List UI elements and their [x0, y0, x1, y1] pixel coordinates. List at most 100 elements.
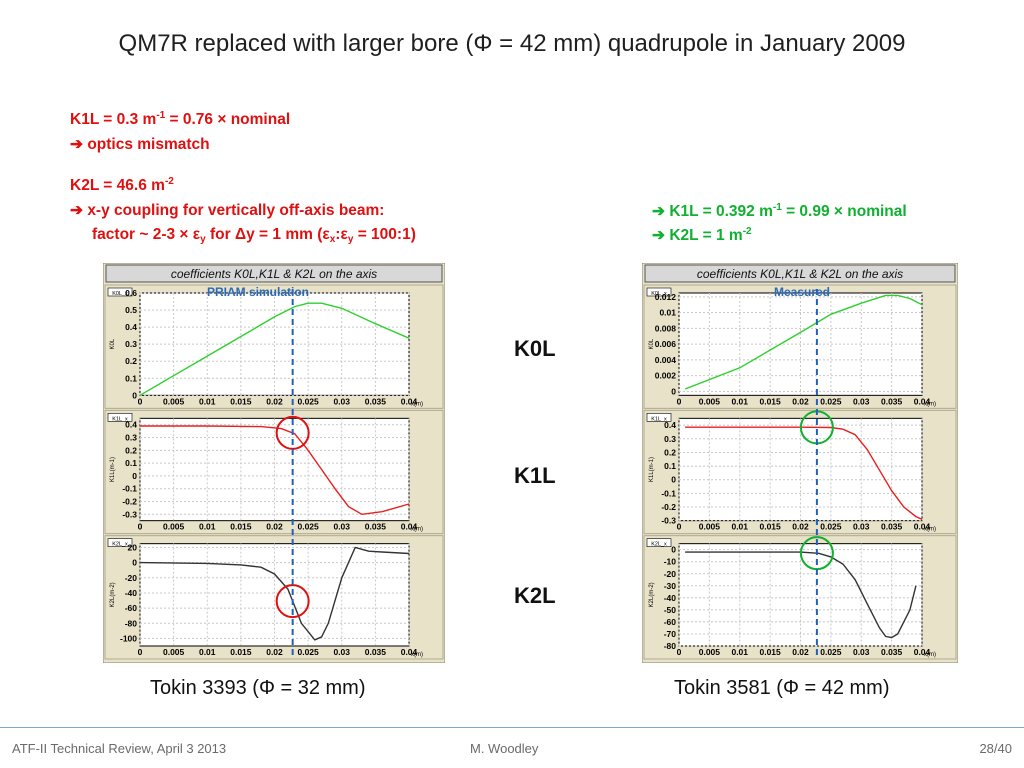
row-label-k2l: K2L [514, 583, 556, 608]
x-tick-label: 0 [677, 396, 682, 406]
footer-right: 28/40 [979, 741, 1012, 756]
y-tick-label: -0.2 [661, 502, 676, 512]
x-tick-label: 0.02 [792, 396, 809, 406]
x-tick-label: 0.025 [820, 396, 842, 406]
y-tick-label: -50 [664, 605, 677, 615]
plot-area-k1l [678, 417, 923, 522]
left-note-factor-sub2: x [329, 234, 336, 245]
y-tick-label: 0.1 [125, 373, 137, 383]
x-tick-label: 0.03 [853, 647, 870, 657]
x-tick-label: 0.015 [759, 647, 781, 657]
panel-tag: K2L_x [651, 542, 667, 548]
x-tick-label: 0 [138, 396, 143, 406]
y-tick-label: 0.2 [664, 447, 676, 457]
y-tick-label: -30 [664, 581, 677, 591]
x-tick-label: 0.035 [881, 522, 903, 532]
highlight-circle [275, 415, 310, 450]
x-tick-label: 0.015 [759, 396, 781, 406]
y-axis-label: K1L(m-1) [649, 457, 655, 482]
y-tick-label: 0 [132, 471, 137, 481]
y-axis-label: K0L [110, 338, 116, 349]
x-tick-label: 0.005 [163, 522, 185, 532]
x-tick-label: 0.03 [853, 522, 870, 532]
x-tick-label: 0.01 [731, 522, 748, 532]
x-axis-label: x(m) [924, 527, 936, 533]
x-tick-label: 0.03 [853, 396, 870, 406]
y-tick-label: -70 [664, 629, 677, 639]
x-tick-label: 0.035 [881, 647, 903, 657]
x-tick-label: 0.02 [266, 396, 283, 406]
y-axis-label: K0L [649, 338, 655, 349]
x-axis-label: x(m) [411, 652, 423, 658]
y-tick-label: 0.002 [655, 371, 677, 381]
left-note-k2l: K2L = 46.6 m-2 [70, 177, 174, 195]
chart-priam-simulation: coefficients K0L,K1L & K2L on the axis K0… [103, 263, 445, 663]
x-tick-label: 0.015 [230, 522, 252, 532]
x-tick-label: 0.04 [914, 396, 931, 406]
x-tick-label: 0.005 [699, 396, 721, 406]
y-tick-label: 0 [132, 390, 137, 400]
y-tick-label: 0 [132, 558, 137, 568]
x-tick-label: 0.04 [401, 647, 418, 657]
panel-tag-box [646, 287, 672, 297]
y-tick-label: -0.2 [122, 496, 137, 506]
y-tick-label: 0.01 [659, 308, 676, 318]
y-tick-label: 0.2 [125, 356, 137, 366]
arrow-icon: ➔ [70, 136, 83, 153]
y-tick-label: -20 [125, 573, 138, 583]
left-note-factor-b: for Δy = 1 mm (ε [205, 226, 330, 243]
x-tick-label: 0.035 [365, 396, 387, 406]
series-line-k0l [139, 302, 410, 396]
arrow-icon: ➔ [70, 202, 83, 219]
x-tick-label: 0 [138, 522, 143, 532]
y-tick-label: -60 [125, 603, 138, 613]
chart-annotation: Measured [774, 285, 830, 299]
y-tick-label: 0.006 [655, 339, 677, 349]
caption-left: Tokin 3393 (Φ = 32 mm) [150, 677, 366, 699]
x-tick-label: 0.01 [199, 647, 216, 657]
y-tick-label: 0.1 [125, 458, 137, 468]
arrow-icon: ➔ [652, 227, 665, 244]
footer-center: M. Woodley [470, 741, 539, 756]
y-tick-label: 0.3 [125, 339, 137, 349]
x-tick-label: 0.005 [163, 647, 185, 657]
chart-annotation: PRIAM simulation [207, 285, 309, 299]
right-note-k1l-a: K1L = 0.392 m [669, 203, 773, 220]
y-tick-label: 20 [128, 542, 138, 552]
panel-tag-box [107, 287, 133, 297]
x-tick-label: 0.01 [199, 396, 216, 406]
y-tick-label: 0 [671, 386, 676, 396]
y-tick-label: -100 [120, 633, 137, 643]
x-tick-label: 0.005 [699, 522, 721, 532]
x-tick-label: 0.035 [365, 522, 387, 532]
x-tick-label: 0 [138, 647, 143, 657]
y-tick-label: -20 [664, 569, 677, 579]
x-tick-label: 0.04 [401, 522, 418, 532]
y-tick-label: 0.5 [125, 305, 137, 315]
right-note-k2l: ➔ K2L = 1 m-2 [652, 226, 752, 245]
right-note-k1l-sup: -1 [772, 202, 782, 213]
y-tick-label: -10 [664, 557, 677, 567]
panel-tag: K2L_x [112, 542, 128, 548]
y-tick-label: 0.3 [664, 434, 676, 444]
y-tick-label: 0.4 [125, 322, 137, 332]
panel-tag: K0L_x [651, 291, 667, 297]
highlight-circle [275, 584, 310, 619]
x-tick-label: 0.025 [297, 522, 319, 532]
panel-tag-box [107, 413, 133, 422]
x-tick-label: 0.03 [333, 647, 350, 657]
left-note-k1l: K1L = 0.3 m-1 = 0.76 × nominal [70, 111, 290, 129]
left-note-k2l-sup: -2 [164, 176, 174, 187]
y-axis-label: K2L(m-2) [649, 582, 655, 607]
y-axis-label: K1L(m-1) [110, 457, 116, 482]
y-tick-label: -80 [125, 618, 138, 628]
x-tick-label: 0.025 [297, 647, 319, 657]
panel-tag: K1L_x [651, 416, 667, 422]
x-tick-label: 0.005 [163, 396, 185, 406]
left-note-k1l-a: K1L = 0.3 m [70, 111, 157, 128]
panel-tag-box [646, 413, 672, 422]
x-tick-label: 0.01 [731, 396, 748, 406]
right-note-k2l-sup: -2 [742, 226, 752, 237]
x-axis-label: x(m) [924, 652, 936, 658]
right-note-k2l-a: K2L = 1 m [669, 227, 743, 244]
